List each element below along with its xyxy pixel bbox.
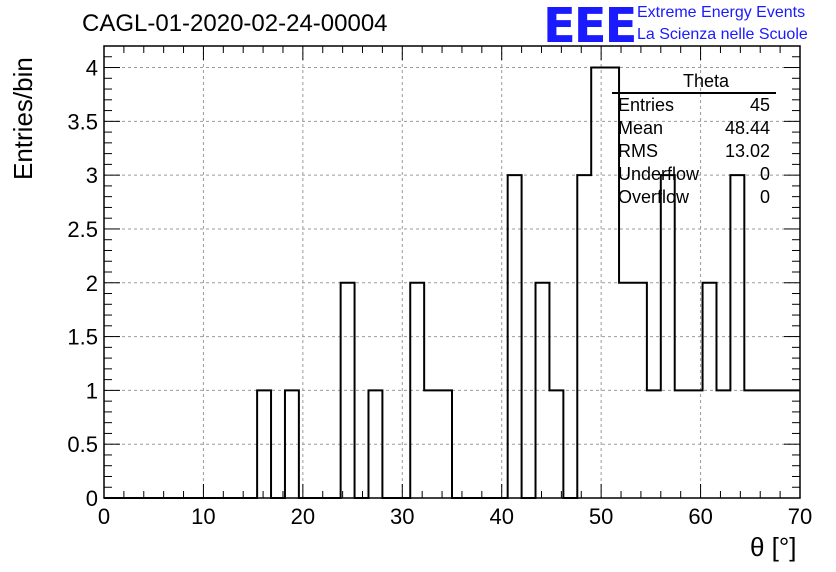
- stats-value: 48.44: [724, 118, 770, 138]
- stats-label: RMS: [618, 141, 658, 161]
- stats-label: Entries: [618, 95, 675, 115]
- stats-box: Theta Entries 45 Mean 48.44 RMS 13.02 Un…: [612, 70, 776, 209]
- y-tick-label: 1: [86, 378, 98, 403]
- stats-value: 0: [759, 187, 770, 207]
- y-tick-label: 3: [86, 163, 98, 188]
- y-tick-label: 0: [86, 486, 98, 511]
- stats-label: Mean: [618, 118, 664, 138]
- y-axis-label: Entries/bin: [8, 57, 38, 180]
- stats-title: Theta: [612, 70, 776, 94]
- x-axis-label: θ [°]: [750, 532, 797, 562]
- x-tick-label: 0: [98, 504, 110, 529]
- stats-label: Underflow: [618, 164, 700, 184]
- y-tick-label: 0.5: [67, 432, 98, 457]
- eee-logo: EEE: [543, 0, 637, 54]
- stats-row-overflow: Overflow 0: [612, 186, 776, 209]
- x-tick-label: 20: [291, 504, 315, 529]
- run-title: CAGL-01-2020-02-24-00004: [82, 10, 388, 37]
- stats-row-rms: RMS 13.02: [612, 140, 776, 163]
- logo-line-1: Extreme Energy Events: [637, 4, 806, 21]
- axes: 0 10 20 30 40 50 60 70 0 0.5 1 1.5 2 2.5 3 3.5 4: [67, 45, 812, 529]
- y-tick-label: 3.5: [67, 109, 98, 134]
- stats-label: Overflow: [618, 187, 690, 207]
- stats-row-underflow: Underflow 0: [612, 163, 776, 186]
- logo-line-2: La Scienza nelle Scuole: [637, 26, 808, 43]
- y-tick-label: 2: [86, 271, 98, 296]
- x-tick-label: 60: [688, 504, 712, 529]
- y-tick-label: 1.5: [67, 325, 98, 350]
- stats-value: 45: [749, 95, 770, 115]
- stats-row-entries: Entries 45: [612, 94, 776, 117]
- stats-row-mean: Mean 48.44: [612, 117, 776, 140]
- x-tick-label: 70: [788, 504, 812, 529]
- x-tick-label: 40: [489, 504, 513, 529]
- x-tick-label: 30: [390, 504, 414, 529]
- y-tick-label: 2.5: [67, 217, 98, 242]
- x-tick-label: 50: [589, 504, 613, 529]
- y-tick-label: 4: [86, 56, 98, 81]
- x-tick-label: 10: [191, 504, 215, 529]
- stats-value: 13.02: [724, 141, 770, 161]
- stats-value: 0: [759, 164, 770, 184]
